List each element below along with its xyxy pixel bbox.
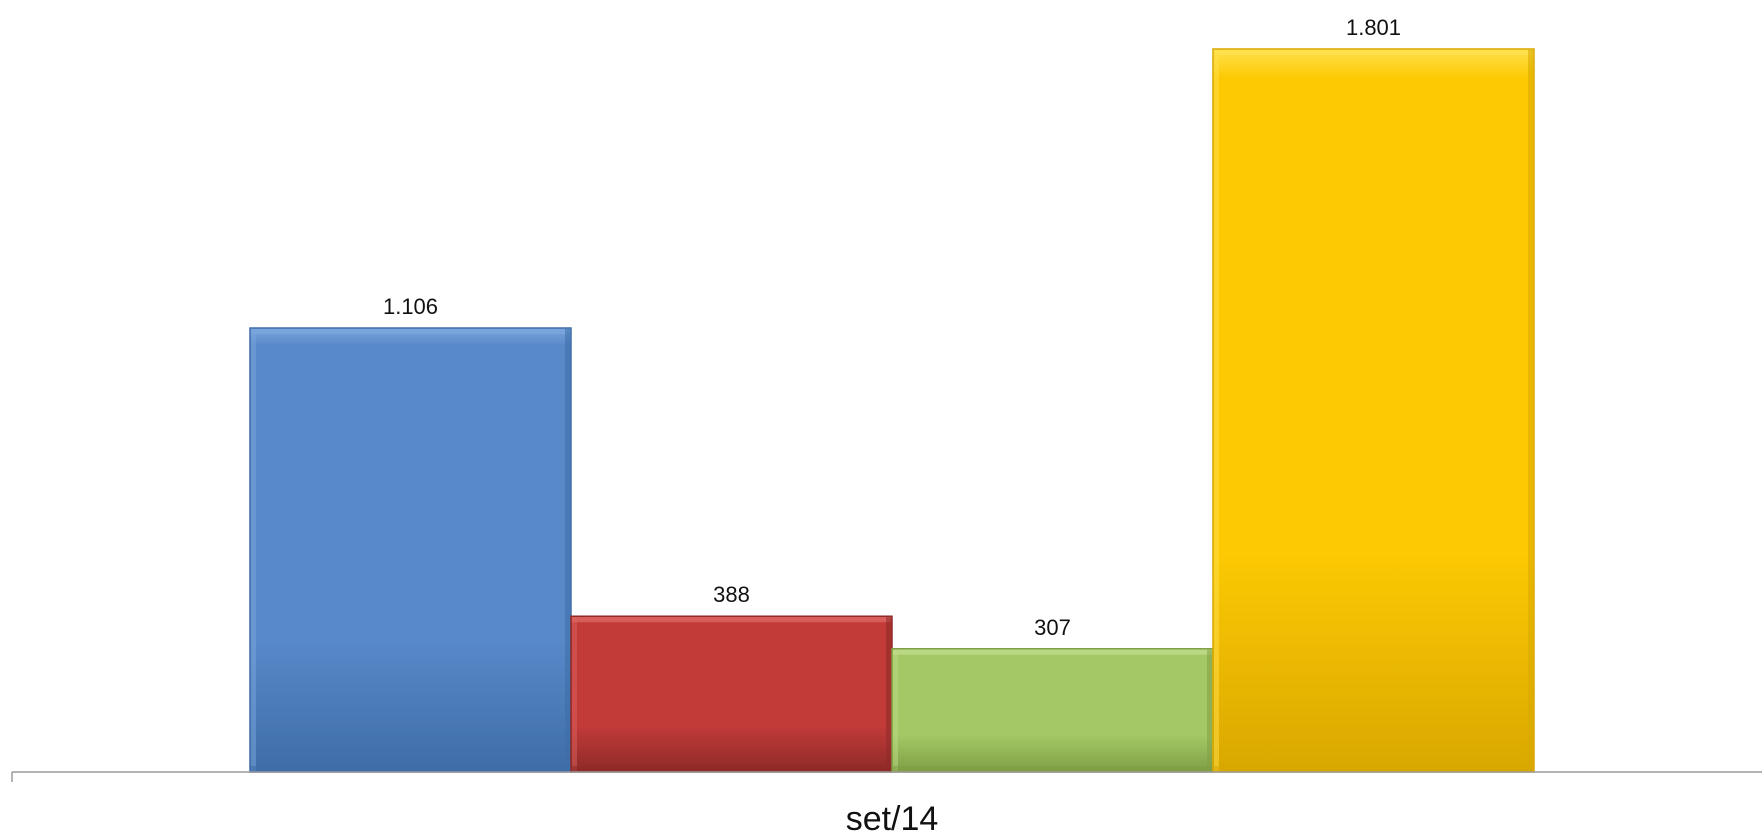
- bar-4-bevel-bottom: [1214, 766, 1533, 771]
- bars-layer: [249, 48, 1535, 773]
- bar-4-bevel-left: [1214, 50, 1219, 771]
- bar-1-bevel-right: [565, 329, 570, 771]
- bar-2-bevel-bottom: [572, 766, 891, 771]
- bar-2-bevel-top: [572, 617, 891, 623]
- bar-3-bevel-top: [893, 649, 1212, 655]
- data-label-1: 1.106: [383, 294, 438, 319]
- bar-3: [891, 648, 1214, 773]
- bar-1-bevel-left: [251, 329, 256, 771]
- category-label: set/14: [846, 800, 939, 835]
- bar-2-bevel-right: [886, 617, 891, 771]
- bar-1-bevel-bottom: [251, 766, 570, 771]
- bar-2-body: [570, 615, 893, 773]
- bar-4-bevel-right: [1528, 50, 1533, 771]
- bar-1-bevel-top: [251, 329, 570, 335]
- data-label-2: 388: [713, 582, 750, 607]
- bar-1-body: [249, 327, 572, 773]
- bar-1: [249, 327, 572, 773]
- bar-3-body: [891, 648, 1214, 773]
- bar-4: [1212, 48, 1535, 773]
- labels-layer: 1.106 388 307 1.801: [383, 15, 1401, 640]
- bar-3-bevel-bottom: [893, 766, 1212, 771]
- bar-4-body: [1212, 48, 1535, 773]
- bar-2: [570, 615, 893, 773]
- bar-2-bevel-left: [572, 617, 577, 771]
- bar-3-bevel-right: [1207, 649, 1212, 771]
- bar-3-bevel-left: [893, 649, 898, 771]
- data-label-4: 1.801: [1346, 15, 1401, 40]
- data-label-3: 307: [1034, 615, 1071, 640]
- x-axis: set/14: [11, 771, 1762, 835]
- bar-4-bevel-top: [1214, 50, 1533, 55]
